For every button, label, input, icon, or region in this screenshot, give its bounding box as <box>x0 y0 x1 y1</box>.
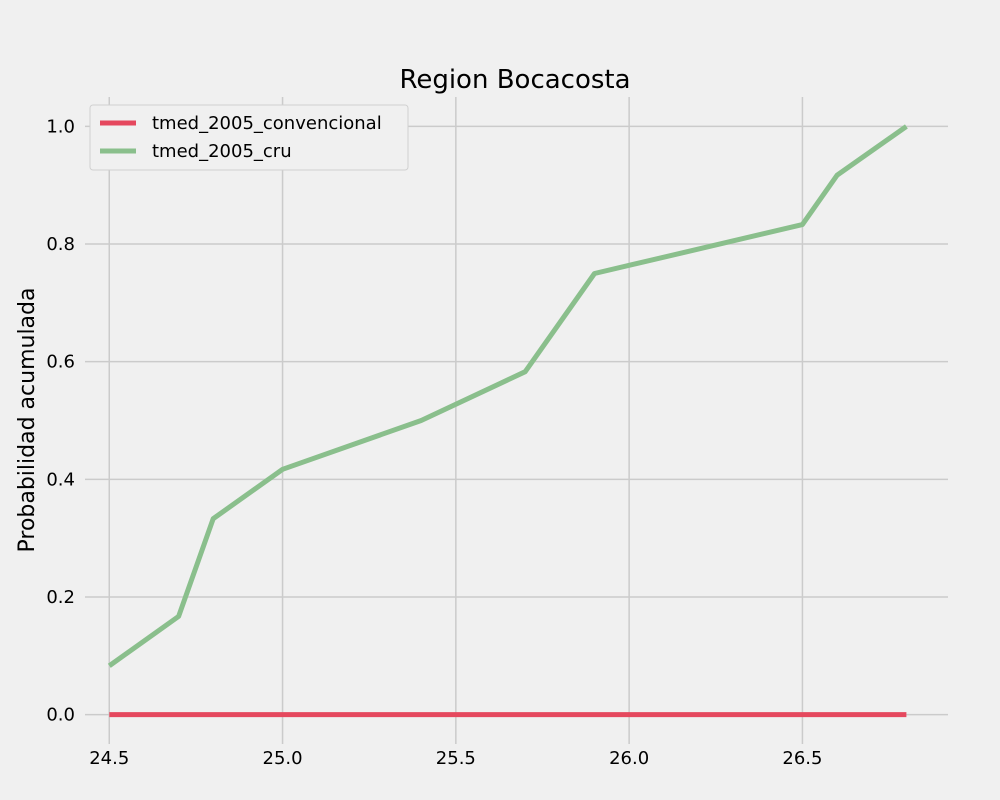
x-tick-label: 25.0 <box>263 748 303 769</box>
legend-label: tmed_2005_convencional <box>152 113 382 134</box>
y-tick-label: 0.6 <box>46 352 75 373</box>
y-tick-label: 1.0 <box>46 116 75 137</box>
legend-label: tmed_2005_cru <box>152 141 292 162</box>
y-tick-label: 0.4 <box>46 469 75 490</box>
y-axis-ticks: 0.0 0.2 0.4 0.6 0.8 1.0 <box>46 116 75 725</box>
y-tick-label: 0.8 <box>46 234 75 255</box>
x-axis-ticks: 24.5 25.0 25.5 26.0 26.5 <box>89 748 822 769</box>
y-tick-label: 0.0 <box>46 705 75 726</box>
series-lines <box>107 124 908 718</box>
x-tick-label: 26.0 <box>609 748 649 769</box>
y-tick-label: 0.2 <box>46 587 75 608</box>
legend: tmed_2005_convencional tmed_2005_cru <box>89 104 409 171</box>
x-tick-label: 26.5 <box>782 748 822 769</box>
legend-box <box>89 104 409 171</box>
x-tick-label: 24.5 <box>89 748 129 769</box>
x-tick-label: 25.5 <box>436 748 476 769</box>
grid <box>85 97 948 744</box>
y-axis-label: Probabilidad acumulada <box>15 288 40 553</box>
chart-title: Region Bocacosta <box>399 65 630 95</box>
series-line-1 <box>107 124 908 668</box>
